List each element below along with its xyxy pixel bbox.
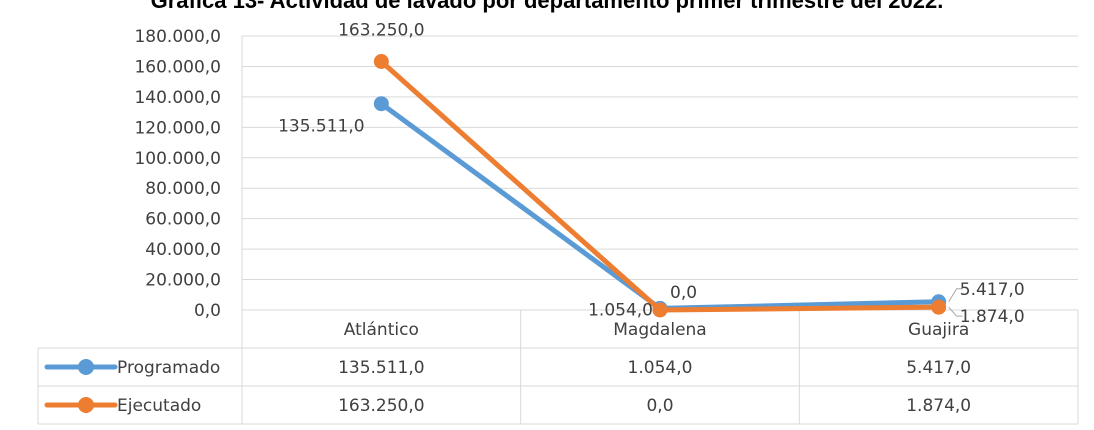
table-cell-value: 135.511,0 <box>338 358 425 378</box>
table-cell-value: 163.250,0 <box>338 396 425 416</box>
data-point <box>652 302 668 318</box>
y-axis-ticks: 0,0 20.000,0 40.000,0 60.000,0 80.000,0 100.0… <box>134 27 221 321</box>
y-tick-label: 40.000,0 <box>145 240 221 260</box>
y-tick-label: 80.000,0 <box>145 179 221 199</box>
y-tick-label: 60.000,0 <box>145 210 221 230</box>
data-table: Atlántico Magdalena Guajira Programado 135.5… <box>37 309 1079 425</box>
data-label: 1.874,0 <box>960 307 1025 327</box>
legend-label: Programado <box>117 358 220 378</box>
data-label: 135.511,0 <box>278 117 365 137</box>
y-tick-label: 180.000,0 <box>134 27 221 47</box>
data-labels: 135.511,0 1.054,0 5.417,0 163.250,0 0,0 1.874… <box>278 20 1025 327</box>
series-line <box>378 58 942 313</box>
y-tick-label: 140.000,0 <box>134 88 221 108</box>
data-label-leader <box>948 288 963 303</box>
data-label-leader <box>948 306 963 317</box>
legend-label: Ejecutado <box>117 396 201 416</box>
legend-marker <box>78 397 94 413</box>
table-cell-value: 5.417,0 <box>906 358 971 378</box>
y-tick-label: 0,0 <box>194 301 221 321</box>
table-cell-value: 1.054,0 <box>628 358 693 378</box>
x-category-label: Guajira <box>908 320 969 340</box>
x-category-label: Magdalena <box>613 320 706 340</box>
data-label: 0,0 <box>670 283 697 303</box>
y-tick-label: 160.000,0 <box>134 57 221 77</box>
data-label: 1.054,0 <box>588 300 653 320</box>
chart-title: Gráfica 13- Actividad de lavado por depa… <box>151 0 944 13</box>
gridlines <box>241 35 1078 311</box>
y-tick-label: 120.000,0 <box>134 118 221 138</box>
data-label: 163.250,0 <box>338 20 425 40</box>
table-cell-value: 1.874,0 <box>906 396 971 416</box>
table-cell-value: 0,0 <box>646 396 673 416</box>
y-tick-label: 100.000,0 <box>134 149 221 169</box>
data-point <box>931 299 947 315</box>
data-label: 5.417,0 <box>960 280 1025 300</box>
series-lines <box>373 53 947 318</box>
data-point <box>373 53 389 69</box>
x-category-label: Atlántico <box>344 320 419 340</box>
data-point <box>373 96 389 112</box>
y-tick-label: 20.000,0 <box>145 271 221 291</box>
legend-marker <box>78 359 94 375</box>
